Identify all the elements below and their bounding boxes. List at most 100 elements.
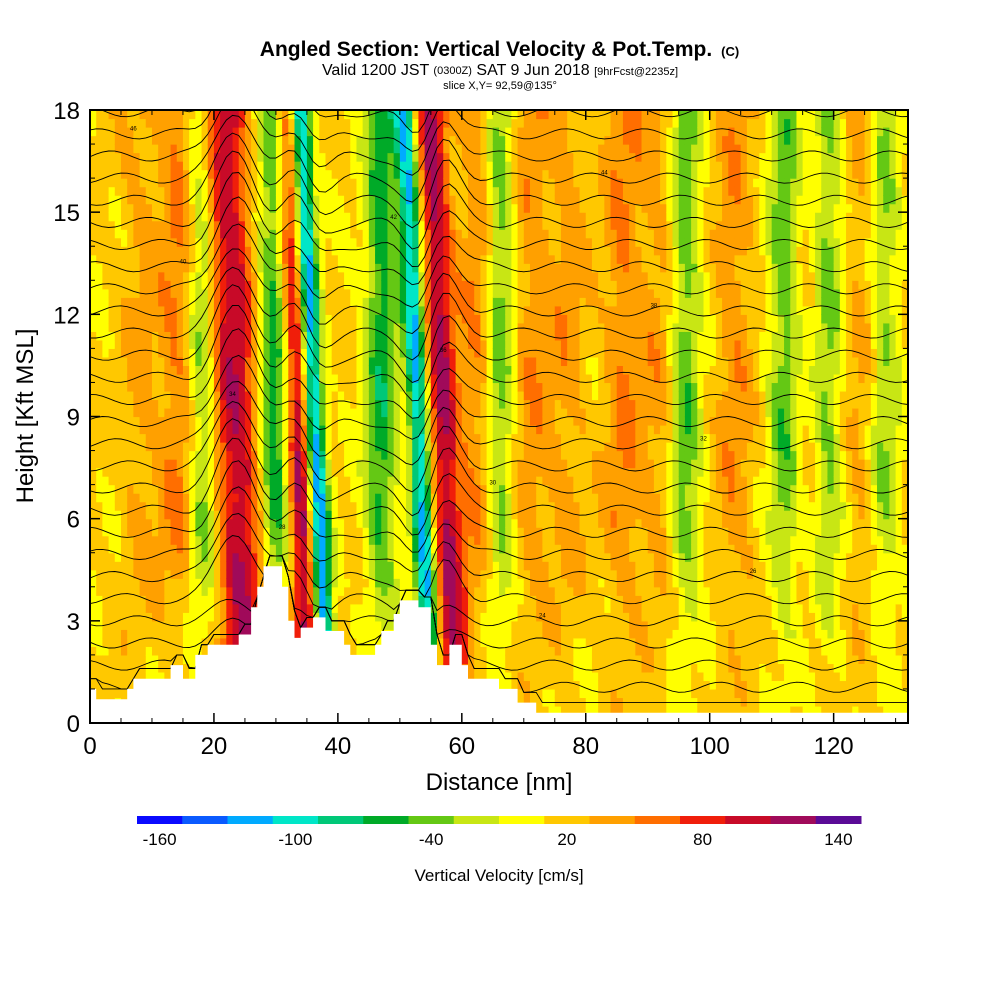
- velocity-cell: [424, 339, 432, 349]
- velocity-cell: [511, 595, 519, 605]
- velocity-cell: [430, 297, 438, 307]
- velocity-cell: [511, 237, 519, 247]
- velocity-cell: [145, 229, 153, 239]
- velocity-cell: [294, 127, 302, 137]
- velocity-cell: [350, 322, 358, 332]
- velocity-cell: [232, 578, 240, 588]
- velocity-cell: [220, 425, 227, 435]
- velocity-cell: [517, 629, 525, 639]
- velocity-cell: [251, 561, 258, 571]
- velocity-cell: [269, 339, 277, 349]
- velocity-cell: [344, 493, 351, 503]
- velocity-cell: [443, 203, 451, 213]
- velocity-cell: [170, 552, 178, 562]
- velocity-cell: [176, 407, 184, 418]
- velocity-cell: [176, 518, 184, 528]
- velocity-cell: [213, 433, 221, 443]
- velocity-cell: [288, 212, 296, 222]
- velocity-cell: [133, 297, 141, 307]
- velocity-cell: [133, 493, 141, 503]
- velocity-cell: [511, 654, 519, 664]
- velocity-cell: [443, 127, 451, 137]
- velocity-cell: [213, 220, 221, 230]
- velocity-cell: [114, 493, 122, 503]
- velocity-cell: [368, 118, 376, 128]
- velocity-cell: [294, 382, 302, 392]
- velocity-cell: [511, 288, 519, 298]
- velocity-cell: [362, 305, 370, 315]
- velocity-cell: [182, 144, 190, 154]
- velocity-cell: [399, 127, 407, 137]
- velocity-cell: [120, 510, 128, 520]
- velocity-cell: [337, 407, 345, 418]
- velocity-cell: [263, 459, 271, 469]
- velocity-cell: [96, 297, 103, 307]
- velocity-cell: [480, 407, 488, 418]
- velocity-cell: [151, 220, 159, 230]
- velocity-cell: [127, 373, 134, 384]
- velocity-cell: [399, 510, 407, 520]
- velocity-cell: [505, 254, 512, 264]
- velocity-cell: [350, 110, 358, 120]
- velocity-cell: [275, 484, 283, 494]
- velocity-cell: [294, 603, 302, 613]
- velocity-cell: [399, 169, 407, 179]
- velocity-cell: [96, 629, 103, 639]
- velocity-cell: [96, 263, 103, 273]
- velocity-cell: [375, 237, 382, 247]
- velocity-cell: [505, 407, 512, 418]
- velocity-cell: [306, 373, 314, 384]
- velocity-cell: [486, 569, 494, 579]
- velocity-cell: [244, 356, 252, 367]
- velocity-cell: [437, 552, 444, 562]
- velocity-cell: [145, 544, 153, 554]
- velocity-cell: [133, 433, 141, 443]
- velocity-cell: [127, 578, 134, 588]
- velocity-cell: [319, 144, 327, 154]
- velocity-cell: [430, 459, 438, 469]
- velocity-cell: [133, 254, 141, 264]
- velocity-cell: [474, 671, 482, 682]
- velocity-cell: [375, 518, 382, 528]
- velocity-cell: [232, 314, 240, 324]
- velocity-cell: [337, 586, 345, 596]
- velocity-cell: [226, 442, 234, 452]
- velocity-cell: [337, 450, 345, 460]
- velocity-cell: [393, 450, 401, 460]
- velocity-cell: [511, 373, 519, 384]
- velocity-cell: [437, 322, 444, 332]
- velocity-cell: [356, 195, 364, 205]
- velocity-cell: [480, 110, 488, 120]
- velocity-cell: [102, 663, 110, 673]
- velocity-cell: [288, 561, 296, 571]
- velocity-cell: [195, 561, 203, 571]
- velocity-cell: [145, 271, 153, 281]
- velocity-cell: [461, 501, 469, 511]
- velocity-cell: [294, 263, 302, 273]
- velocity-cell: [182, 246, 190, 256]
- velocity-cell: [263, 135, 271, 145]
- velocity-cell: [381, 110, 389, 120]
- velocity-cell: [344, 118, 351, 128]
- velocity-cell: [189, 339, 196, 349]
- velocity-cell: [108, 322, 116, 332]
- velocity-cell: [474, 280, 482, 290]
- velocity-cell: [238, 280, 246, 290]
- velocity-cell: [492, 229, 500, 239]
- velocity-cell: [461, 186, 469, 196]
- velocity-cell: [164, 501, 172, 511]
- velocity-cell: [461, 339, 469, 349]
- velocity-cell: [331, 578, 339, 588]
- velocity-cell: [108, 169, 116, 179]
- velocity-cell: [90, 527, 97, 537]
- velocity-cell: [325, 314, 333, 324]
- velocity-cell: [189, 195, 196, 205]
- velocity-cell: [182, 459, 190, 469]
- velocity-cell: [443, 510, 451, 520]
- velocity-cell: [393, 476, 401, 486]
- velocity-cell: [387, 348, 395, 358]
- velocity-cell: [424, 390, 432, 401]
- velocity-cell: [306, 595, 314, 605]
- velocity-cell: [139, 305, 147, 315]
- velocity-cell: [269, 459, 277, 469]
